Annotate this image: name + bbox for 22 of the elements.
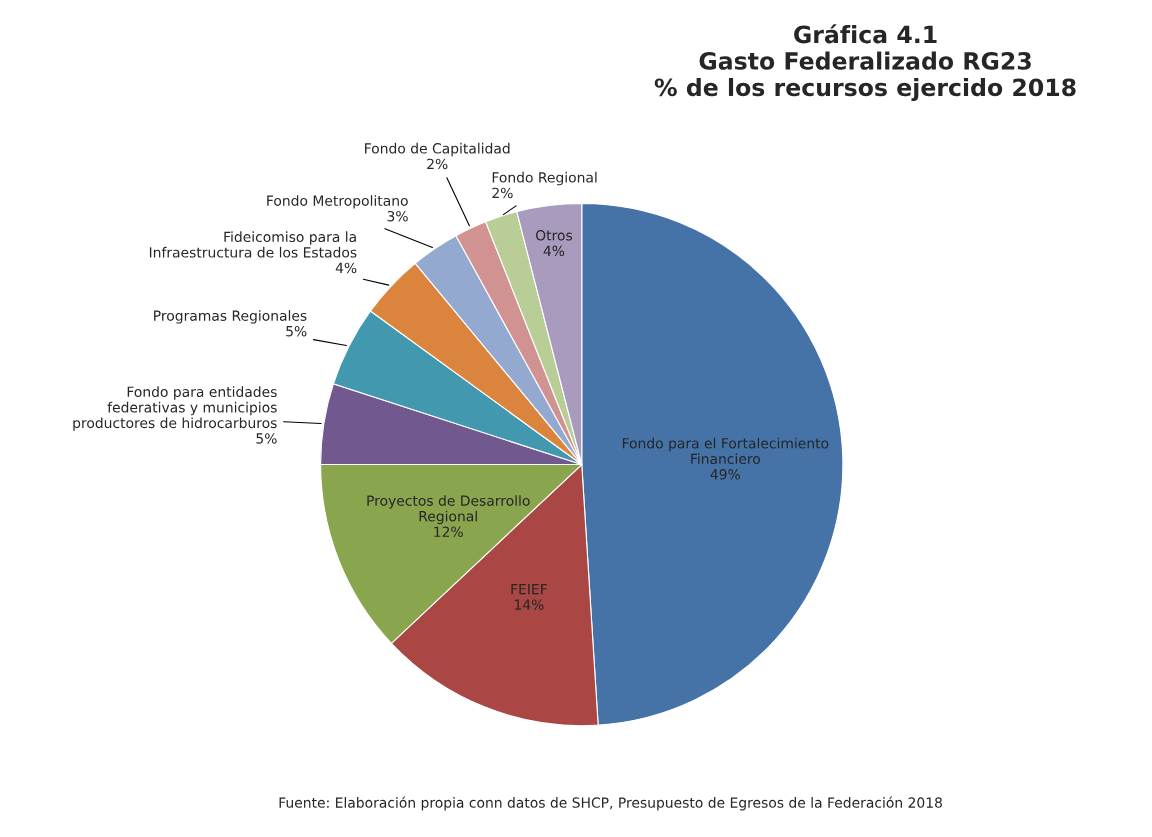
data-label: 49% (710, 469, 740, 480)
data-label: 2% (492, 187, 513, 199)
slice-label: Otros (535, 230, 573, 241)
slice-label: Fondo Metropolitano (267, 195, 408, 209)
chart-title: Gráfica 4.1 Gasto Federalizado RG23 % de los recursos ejercido 2018 (654, 24, 1076, 102)
data-label: 14% (514, 599, 544, 610)
slice-label: Programas Regionales (154, 310, 307, 324)
data-label: 4% (543, 245, 565, 257)
slice-label: FEIEF (511, 584, 547, 595)
data-label: 5% (256, 433, 277, 444)
slice-label: Fondo de Capitalidad (365, 142, 510, 157)
slice-label: Proyectos de Desarrollo Regional (367, 495, 530, 525)
slice-label: Fondo para el Fortalecimiento Financiero (622, 437, 829, 465)
source-note: Fuente: Elaboración propia conn datos de SHCP, Presupuesto de Egresos de la Federación 2018 (279, 796, 942, 811)
data-label: 3% (387, 210, 408, 222)
data-label: 2% (427, 158, 448, 170)
data-label: 4% (335, 262, 357, 274)
slice-label: Fondo Regional (492, 171, 597, 186)
data-label: 12% (434, 526, 463, 537)
data-label: 5% (286, 325, 307, 337)
slice-label: Fideicomiso para la Infraestructura de los Estados (149, 231, 357, 258)
slice-label: Fondo para entidades federativas y municipios productores de hidrocarburos (73, 386, 277, 431)
